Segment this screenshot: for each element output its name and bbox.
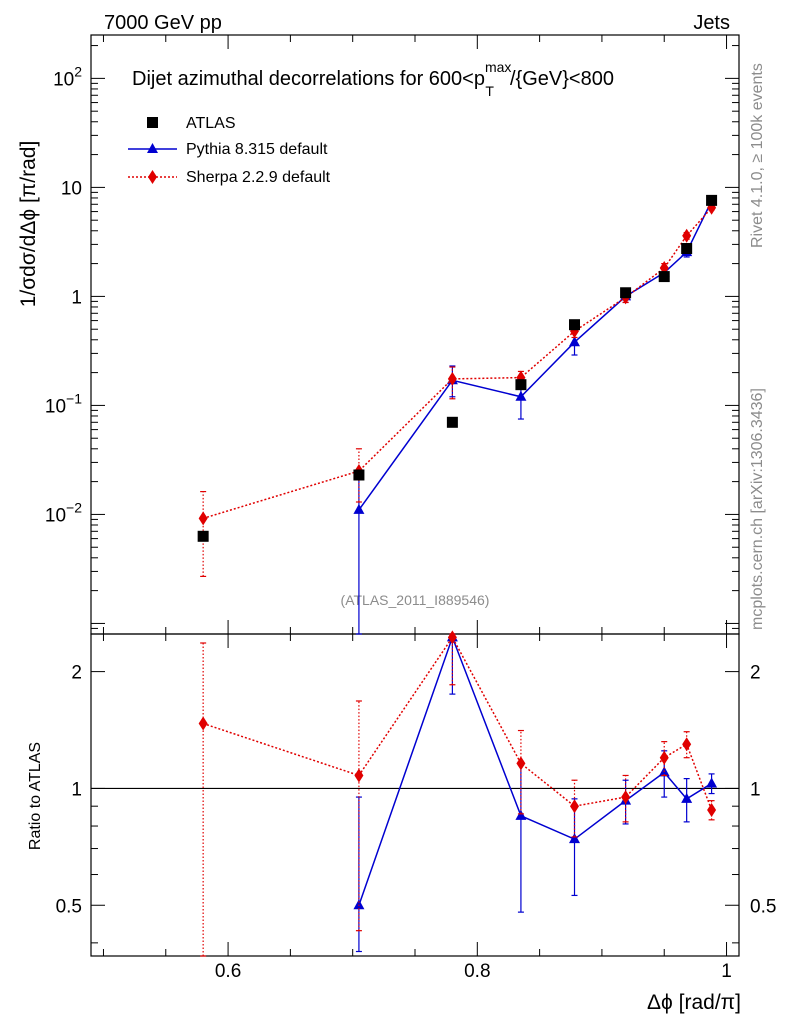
ratio-plot-frame — [90, 633, 740, 957]
legend-marker-pythia — [147, 143, 158, 153]
data-point-atlas — [197, 530, 209, 542]
ratio-axis-label: Ratio to ATLAS — [27, 742, 44, 850]
ratio-point-sherpa — [516, 756, 526, 771]
data-point-pythia — [569, 336, 581, 347]
y-tick-label: 102 — [53, 63, 82, 90]
x-tick-label: 0.6 — [215, 961, 241, 982]
data-point-sherpa — [682, 228, 692, 243]
data-point-atlas — [658, 271, 670, 283]
x-axis-unit: [rad/π] — [673, 991, 741, 1014]
ratio-y-tick-label-right: 0.5 — [750, 896, 776, 917]
ratio-point-pythia — [706, 777, 718, 788]
x-axis-symbol: Δϕ — [647, 991, 673, 1014]
chart-title: Dijet azimuthal decorrelations for 600<p… — [132, 59, 614, 99]
data-point-pythia — [353, 503, 365, 514]
data-point-atlas — [620, 287, 632, 299]
ratio-point-sherpa — [198, 716, 208, 731]
data-point-pythia — [515, 390, 527, 401]
header-left-label: 7000 GeV pp — [104, 12, 222, 34]
title-main: Dijet azimuthal decorrelations for 600<p — [132, 68, 485, 90]
ratio-point-sherpa — [682, 737, 692, 752]
data-point-atlas — [446, 416, 458, 428]
ratio-point-sherpa — [621, 790, 631, 805]
y-axis-label: 1/σdσ/dΔϕ [π/rad] — [17, 141, 40, 308]
ratio-y-tick-label: 2 — [71, 663, 82, 684]
title-subscript: T — [485, 83, 494, 99]
legend-label-pythia: Pythia 8.315 default — [186, 141, 328, 158]
x-axis-label: Δϕ [rad/π] — [647, 991, 741, 1014]
data-point-atlas — [569, 319, 581, 331]
ratio-y-tick-label-right: 2 — [750, 663, 761, 684]
title-superscript: max — [485, 59, 511, 75]
data-point-atlas — [353, 469, 365, 481]
series-line-pythia — [358, 200, 713, 511]
ratio-line-pythia — [358, 635, 712, 906]
x-tick-label: 0.8 — [464, 961, 490, 982]
ratio-point-sherpa — [354, 768, 364, 783]
y-tick-label: 1 — [71, 287, 82, 308]
data-point-sherpa — [198, 511, 208, 526]
y-tick-label: 10 — [61, 178, 82, 199]
ratio-point-sherpa — [447, 630, 457, 645]
rivet-label: Rivet 4.1.0, ≥ 100k events — [749, 63, 766, 248]
data-marks — [197, 194, 718, 957]
ratio-point-pythia — [353, 899, 365, 910]
ratio-y-tick-label: 0.5 — [56, 896, 82, 917]
legend-label-sherpa: Sherpa 2.2.9 default — [186, 169, 331, 186]
x-tick-label: 1 — [721, 961, 732, 982]
legend: ATLAS Pythia 8.315 default Sherpa 2.2.9 … — [128, 115, 331, 186]
legend-label-atlas: ATLAS — [186, 115, 236, 132]
series-line-sherpa — [202, 207, 713, 520]
y-tick-label: 10−2 — [45, 499, 82, 526]
ratio-y-tick-label: 1 — [71, 779, 82, 800]
ratio-point-sherpa — [570, 799, 580, 814]
axis-ticks: 0.6 0.8 1 10−2 10−1 1 10 102 0.5 0.5 1 1 2 2 — [45, 35, 776, 982]
ratio-point-pythia — [515, 809, 527, 820]
legend-marker-sherpa — [148, 170, 157, 184]
mcplots-label: mcplots.cern.ch [arXiv:1306.3436] — [749, 388, 766, 630]
ratio-point-pythia — [569, 833, 581, 844]
header-right-label: Jets — [693, 12, 730, 34]
legend-marker-atlas — [147, 117, 158, 128]
ratio-line-sherpa — [202, 635, 713, 811]
ratio-point-pythia — [681, 792, 693, 803]
ratio-y-tick-label-right: 1 — [750, 779, 761, 800]
analysis-label: (ATLAS_2011_I889546) — [341, 592, 490, 608]
y-tick-label: 10−1 — [45, 390, 82, 417]
data-point-sherpa — [447, 371, 457, 386]
data-point-atlas — [706, 194, 718, 206]
ratio-point-sherpa — [659, 750, 669, 765]
data-point-atlas — [681, 243, 693, 255]
ratio-point-sherpa — [707, 802, 717, 817]
data-point-atlas — [515, 379, 527, 391]
title-tail: /{GeV}<800 — [510, 68, 614, 90]
